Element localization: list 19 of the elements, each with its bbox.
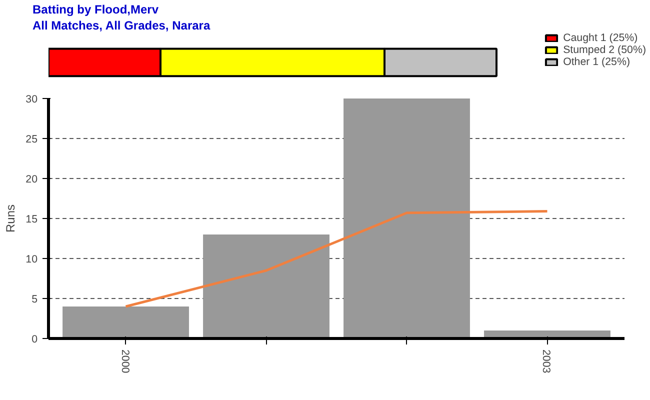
x-tick-label: 2003 [540,350,552,374]
legend-label: Other 1 (25%) [563,56,630,68]
y-tick-label: 30 [26,94,38,106]
y-tick-label: 5 [32,294,38,306]
legend-label: Caught 1 (25%) [563,32,638,44]
bar [203,234,330,338]
line-series [124,210,548,308]
y-tick-label: 15 [26,214,38,226]
y-tick-label: 20 [26,174,38,186]
y-tick-label: 0 [32,334,38,346]
legend-label: Stumped 2 (50%) [563,44,646,56]
bar [62,306,189,338]
y-tick-label: 25 [26,134,38,146]
y-tick-label: 10 [26,254,38,266]
x-tick-label: 2000 [118,350,131,374]
chart-title: Batting by Flood,Merv [32,2,159,16]
y-axis-title: Runs [4,204,18,233]
bar [344,98,470,338]
chart-subtitle: All Matches, All Grades, Narara [32,18,210,32]
